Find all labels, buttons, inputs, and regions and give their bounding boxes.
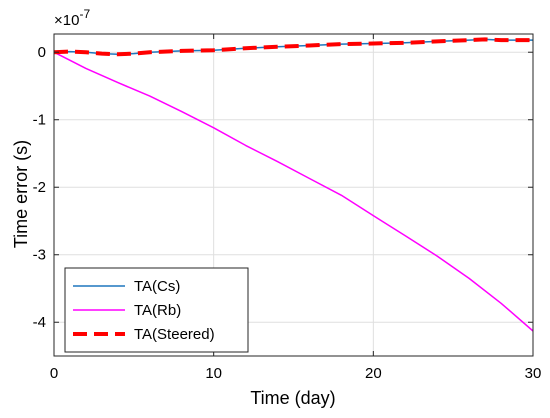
y-tick-label: 0 (38, 44, 46, 61)
plot-frame (53, 33, 534, 357)
y-tick-label: -1 (33, 112, 46, 129)
legend: TA(Cs) TA(Rb) TA(Steered) (64, 267, 249, 353)
y-tick-label: -3 (33, 247, 46, 264)
x-axis-label: Time (day) (250, 388, 335, 408)
grid (53, 34, 534, 356)
x-tick-label: 10 (205, 365, 222, 382)
axis-ticks: 0 10 20 30 0 -1 -2 -3 -4 (33, 34, 542, 382)
x-tick-label: 20 (365, 365, 382, 382)
series-line-ta-rb (53, 51, 534, 332)
y-tick-label: -4 (33, 314, 46, 331)
legend-label: TA(Cs) (134, 278, 180, 295)
series-line-ta-steered (53, 37, 533, 57)
series-group (53, 37, 534, 332)
y-multiplier-base: ×10 (54, 12, 79, 29)
x-tick-label: 30 (525, 365, 542, 382)
legend-label: TA(Rb) (134, 302, 181, 319)
y-multiplier-exponent: -7 (79, 7, 90, 21)
y-tick-label: -2 (33, 179, 46, 196)
y-axis-label: Time error (s) (11, 140, 31, 248)
y-multiplier: ×10-7 (54, 7, 90, 29)
x-tick-label: 0 (50, 365, 58, 382)
legend-label: TA(Steered) (134, 326, 215, 343)
